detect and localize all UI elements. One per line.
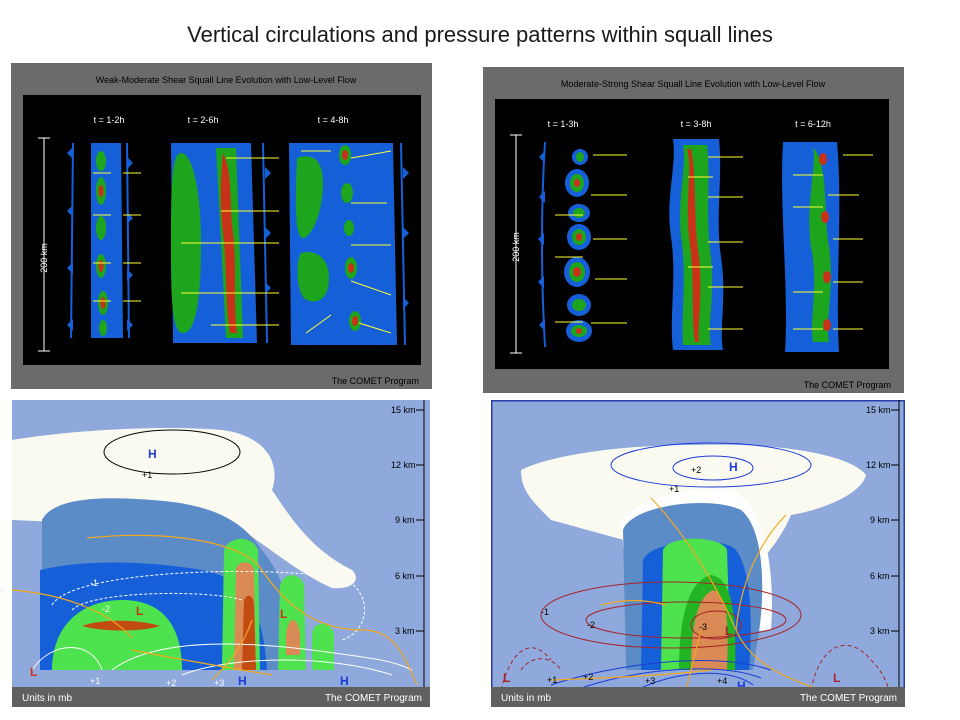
pressure-label: L xyxy=(725,624,732,638)
contour-label: +2 xyxy=(583,672,593,682)
stage-label-3: t = 4-8h xyxy=(318,115,349,125)
contour-label: +3 xyxy=(645,676,655,686)
comet-credit: The COMET Program xyxy=(325,693,422,704)
contour-label: -1 xyxy=(90,578,98,588)
strong-shear-cross-section: H L L L H +2 +1 -1 -2 -3 +1 +2 +3 +4 15 … xyxy=(491,400,905,707)
pressure-label: H xyxy=(729,460,738,474)
strong-shear-plan-view: Moderate-Strong Shear Squall Line Evolut… xyxy=(483,67,904,393)
units-label: Units in mb xyxy=(501,693,551,704)
contour-label: +1 xyxy=(547,675,557,685)
pressure-labels: H L L L H H xyxy=(30,447,349,688)
pressure-label: H xyxy=(148,447,157,461)
contour-label: +1 xyxy=(90,676,100,686)
scale-label: 200 km xyxy=(511,232,521,262)
contour-label: -1 xyxy=(541,607,549,617)
pressure-label: L xyxy=(280,607,287,621)
pressure-label: L xyxy=(136,604,143,618)
stage-label-3: t = 6-12h xyxy=(795,119,831,129)
contour-label: +4 xyxy=(717,676,727,686)
contour-label: -3 xyxy=(699,622,707,632)
contour-label: +3 xyxy=(214,678,224,688)
height-tick: 3 km xyxy=(870,626,890,636)
height-tick: 15 km xyxy=(391,405,416,415)
contour-label: +1 xyxy=(142,470,152,480)
weak-shear-cross-section: H L L L H H +1 -1 -2 +1 +2 +3 15 km 12 k… xyxy=(12,400,430,707)
height-tick: 3 km xyxy=(395,626,415,636)
pressure-label: L xyxy=(30,665,37,679)
height-tick: 9 km xyxy=(870,515,890,525)
height-tick: 6 km xyxy=(870,571,890,581)
height-tick: 9 km xyxy=(395,515,415,525)
contour-label: +2 xyxy=(166,678,176,688)
panel-heading: Moderate-Strong Shear Squall Line Evolut… xyxy=(561,79,826,89)
height-tick: 6 km xyxy=(395,571,415,581)
weak-shear-plan-view: Weak-Moderate Shear Squall Line Evolutio… xyxy=(11,63,432,389)
contour-label: +2 xyxy=(691,465,701,475)
pressure-label: H xyxy=(737,679,746,693)
pressure-label: L xyxy=(833,671,840,685)
scale-label: 200 km xyxy=(39,243,49,273)
contour-label: -2 xyxy=(587,620,595,630)
stage-label-1: t = 1-2h xyxy=(94,115,125,125)
units-label: Units in mb xyxy=(22,693,72,704)
contour-label: +1 xyxy=(669,484,679,494)
panel-heading: Weak-Moderate Shear Squall Line Evolutio… xyxy=(96,75,357,85)
height-tick: 12 km xyxy=(866,460,891,470)
contour-label: -2 xyxy=(102,604,110,614)
height-tick: 12 km xyxy=(391,460,416,470)
pressure-label: H xyxy=(340,674,349,688)
pressure-label: L xyxy=(503,671,510,685)
stage-label-1: t = 1-3h xyxy=(548,119,579,129)
slide-title: Vertical circulations and pressure patte… xyxy=(187,22,773,47)
stage-label-2: t = 3-8h xyxy=(681,119,712,129)
stage-label-2: t = 2-6h xyxy=(188,115,219,125)
pressure-label: H xyxy=(238,674,247,688)
height-tick: 15 km xyxy=(866,405,891,415)
comet-credit: The COMET Program xyxy=(804,380,891,390)
comet-credit: The COMET Program xyxy=(800,693,897,704)
comet-credit: The COMET Program xyxy=(332,376,419,386)
